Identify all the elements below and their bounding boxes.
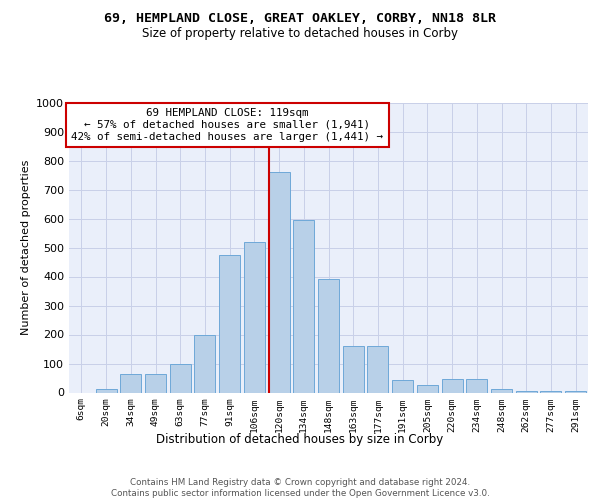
Bar — [367, 346, 388, 393]
Bar — [293, 220, 314, 392]
Bar — [516, 391, 537, 392]
Bar — [565, 391, 586, 392]
Bar — [466, 380, 487, 392]
Text: Contains HM Land Registry data © Crown copyright and database right 2024.
Contai: Contains HM Land Registry data © Crown c… — [110, 478, 490, 498]
Bar — [120, 374, 141, 392]
Text: Size of property relative to detached houses in Corby: Size of property relative to detached ho… — [142, 28, 458, 40]
Y-axis label: Number of detached properties: Number of detached properties — [20, 160, 31, 335]
Bar — [244, 242, 265, 392]
Bar — [95, 388, 116, 392]
Bar — [318, 280, 339, 392]
Text: 69, HEMPLAND CLOSE, GREAT OAKLEY, CORBY, NN18 8LR: 69, HEMPLAND CLOSE, GREAT OAKLEY, CORBY,… — [104, 12, 496, 26]
Bar — [491, 389, 512, 392]
Bar — [417, 384, 438, 392]
Bar — [194, 334, 215, 392]
Text: 69 HEMPLAND CLOSE: 119sqm
← 57% of detached houses are smaller (1,941)
42% of se: 69 HEMPLAND CLOSE: 119sqm ← 57% of detac… — [71, 108, 383, 142]
Bar — [343, 346, 364, 393]
Bar — [145, 374, 166, 392]
Bar — [541, 391, 562, 392]
Bar — [392, 380, 413, 392]
Bar — [219, 255, 240, 392]
Bar — [170, 364, 191, 392]
Bar — [442, 380, 463, 392]
Bar — [269, 172, 290, 392]
Text: Distribution of detached houses by size in Corby: Distribution of detached houses by size … — [157, 432, 443, 446]
